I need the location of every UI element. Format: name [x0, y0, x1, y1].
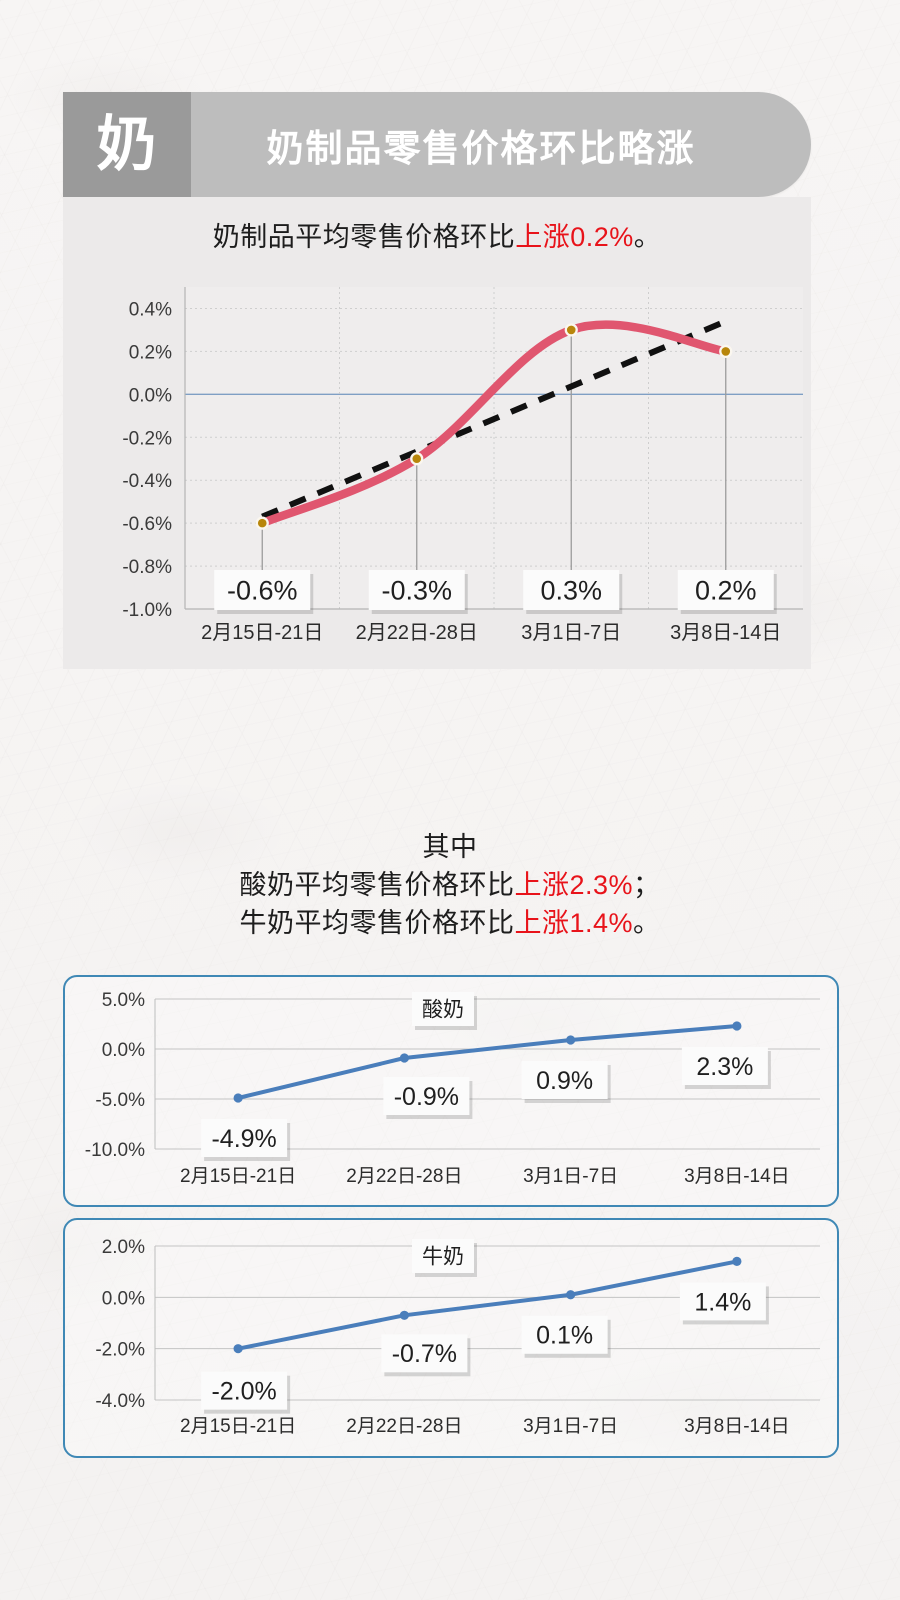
x-axis-category-label: 2月15日-21日: [201, 622, 323, 644]
data-callout: -0.7%: [381, 1334, 471, 1377]
x-axis-category-label: 3月1日-7日: [523, 1166, 618, 1187]
data-callout-label: -0.6%: [227, 576, 298, 606]
data-callout-label: -0.3%: [381, 576, 452, 606]
milk-chart-plot: 2.0% 0.0% -2.0% -4.0% 牛奶 -2.0% -0.7% 0.1% 1.4% 2月…: [65, 1220, 837, 1456]
data-callout: 0.9%: [521, 1061, 611, 1103]
data-callout: 0.2%: [677, 570, 777, 614]
mid-line3-highlight: 上涨1.4%: [514, 908, 634, 938]
yogurt-chart-svg: 5.0% 0.0% -5.0% -10.0% 酸奶 -4.9% -0.9% 0.9% 2.3% 2…: [85, 990, 820, 1187]
header-title: 奶制品零售价格环比略涨: [266, 127, 696, 169]
data-callout: -4.9%: [201, 1119, 291, 1161]
main-chart-plot: 0.4% 0.2% 0.0% -0.2% -0.4% -0.6% -0.8% -1.0% -0.…: [63, 265, 811, 655]
x-axis-category-label: 2月22日-28日: [346, 1166, 462, 1187]
mid-line3-prefix: 牛奶平均零售价格环比: [239, 908, 515, 938]
y-axis-tick-label: 2.0%: [102, 1237, 145, 1258]
data-callout: 2.3%: [681, 1047, 771, 1089]
y-axis-tick-label: -0.8%: [122, 557, 172, 578]
data-callout-label: 0.1%: [536, 1322, 593, 1350]
data-point-marker: [233, 1093, 243, 1103]
mid-text-block: 其中 酸奶平均零售价格环比上涨2.3%； 牛奶平均零售价格环比上涨1.4%。: [0, 828, 900, 942]
y-axis-tick-label: 0.2%: [129, 342, 172, 363]
main-subtitle-suffix: 。: [633, 222, 662, 252]
data-callout-label: 0.2%: [695, 576, 757, 606]
y-axis-tick-label: -2.0%: [95, 1340, 145, 1361]
mid-text-line2: 酸奶平均零售价格环比上涨2.3%；: [0, 866, 900, 904]
main-chart-card: 奶制品平均零售价格环比上涨0.2%。 0.4% 0.2% 0.0% -0.2% -0.4…: [63, 197, 811, 669]
data-point-marker: [257, 518, 267, 528]
data-callout: -0.9%: [383, 1077, 473, 1119]
main-chart-svg: 0.4% 0.2% 0.0% -0.2% -0.4% -0.6% -0.8% -1.0% -0.…: [122, 287, 803, 644]
data-callout-label: 0.9%: [536, 1067, 593, 1095]
data-point-marker: [566, 1035, 576, 1045]
data-point-marker: [732, 1256, 742, 1266]
mid-text-line3: 牛奶平均零售价格环比上涨1.4%。: [0, 904, 900, 942]
y-axis-tick-label: 0.0%: [102, 1288, 145, 1309]
mid-line2-suffix: ；: [633, 870, 661, 900]
data-callout: -0.6%: [214, 570, 314, 614]
x-axis-category-label: 3月8日-14日: [684, 1166, 790, 1187]
data-callout-label: -0.9%: [394, 1083, 459, 1111]
data-point-marker: [399, 1053, 409, 1063]
data-callout: 牛奶: [412, 1239, 477, 1277]
data-point-marker: [233, 1344, 243, 1354]
data-callout-label: 0.3%: [540, 576, 602, 606]
data-callout-label: -2.0%: [211, 1378, 276, 1406]
mid-line3-suffix: 。: [633, 908, 661, 938]
data-callout-label: 2.3%: [696, 1053, 753, 1081]
x-axis-category-label: 2月15日-21日: [180, 1416, 296, 1437]
main-subtitle-highlight: 上涨0.2%: [515, 222, 634, 252]
main-subtitle-prefix: 奶制品平均零售价格环比: [212, 222, 516, 252]
y-axis-tick-label: -0.6%: [122, 514, 172, 535]
header-category-badge: 奶: [63, 92, 191, 197]
data-point-marker: [566, 325, 576, 335]
data-callout-label: -4.9%: [211, 1125, 276, 1153]
data-callout-label: -0.7%: [392, 1340, 457, 1368]
data-point-marker: [412, 454, 422, 464]
y-axis-tick-label: -0.2%: [122, 428, 172, 449]
mid-text-line1: 其中: [422, 832, 478, 862]
mid-line2-highlight: 上涨2.3%: [514, 870, 634, 900]
y-axis-tick-label: 0.4%: [129, 299, 172, 320]
y-axis-tick-label: 5.0%: [102, 990, 145, 1011]
y-axis-tick-label: -10.0%: [85, 1140, 145, 1161]
y-axis-tick-label: 0.0%: [129, 385, 172, 406]
data-callout: 0.1%: [521, 1315, 611, 1358]
data-point-marker: [732, 1021, 742, 1031]
milk-chart-card: 2.0% 0.0% -2.0% -4.0% 牛奶 -2.0% -0.7% 0.1% 1.4% 2月…: [63, 1218, 839, 1458]
mid-line2-prefix: 酸奶平均零售价格环比: [239, 870, 515, 900]
y-axis-tick-label: -0.4%: [122, 471, 172, 492]
milk-chart-svg: 2.0% 0.0% -2.0% -4.0% 牛奶 -2.0% -0.7% 0.1% 1.4% 2月…: [95, 1237, 820, 1437]
data-callout: -0.3%: [368, 570, 468, 614]
y-axis-tick-label: -4.0%: [95, 1391, 145, 1412]
y-axis-tick-label: -5.0%: [95, 1090, 145, 1111]
data-point-marker: [566, 1290, 576, 1300]
data-callout-label: 酸奶: [422, 998, 464, 1021]
main-subtitle: 奶制品平均零售价格环比上涨0.2%。: [63, 215, 811, 254]
y-axis-tick-label: -1.0%: [122, 600, 172, 621]
y-axis-tick-label: 0.0%: [102, 1040, 145, 1061]
data-callout-label: 1.4%: [694, 1288, 751, 1316]
data-callout: 1.4%: [679, 1282, 769, 1325]
data-callout: 0.3%: [523, 570, 623, 614]
x-axis-category-label: 3月8日-14日: [670, 622, 781, 644]
data-point-marker: [721, 347, 731, 356]
data-callout: 酸奶: [412, 992, 477, 1030]
yogurt-chart-plot: 5.0% 0.0% -5.0% -10.0% 酸奶 -4.9% -0.9% 0.9% 2.3% 2…: [65, 977, 837, 1205]
x-axis-category-label: 2月22日-28日: [346, 1416, 462, 1437]
yogurt-chart-card: 5.0% 0.0% -5.0% -10.0% 酸奶 -4.9% -0.9% 0.9% 2.3% 2…: [63, 975, 839, 1207]
sub-data-line: [236, 1024, 739, 1100]
x-axis-category-label: 3月8日-14日: [684, 1416, 790, 1437]
header-badge-label: 奶: [96, 110, 158, 178]
x-axis-category-label: 2月22日-28日: [356, 622, 478, 644]
x-axis-category-label: 3月1日-7日: [521, 622, 621, 644]
sub-data-line: [236, 1259, 739, 1351]
x-axis-category-label: 2月15日-21日: [180, 1166, 296, 1187]
header-banner: 奶 奶制品零售价格环比略涨: [63, 92, 811, 197]
data-callout: -2.0%: [201, 1371, 291, 1414]
data-point-marker: [399, 1310, 409, 1320]
x-axis-category-label: 3月1日-7日: [523, 1416, 618, 1437]
data-callout-label: 牛奶: [422, 1245, 464, 1268]
